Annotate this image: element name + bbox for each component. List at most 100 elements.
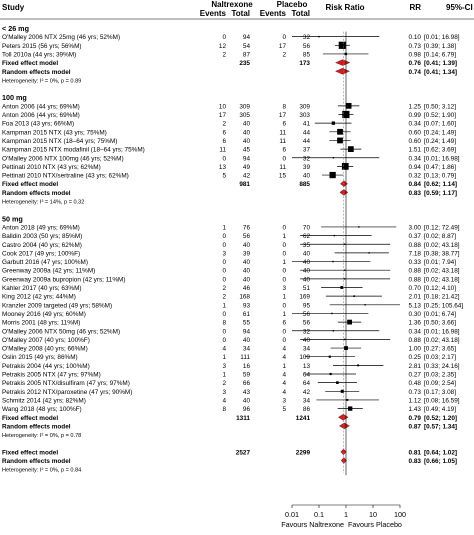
ci-value: [0.02; 43.18] — [424, 337, 460, 344]
study-weight-square — [338, 41, 346, 49]
events-placebo: 1 — [282, 311, 286, 318]
rr-value: 0.83 — [409, 190, 422, 197]
events-placebo: 11 — [279, 129, 286, 136]
events-placebo: 0 — [282, 34, 286, 41]
total-naltrexone: 40 — [243, 138, 251, 145]
rr-value: 0.88 — [409, 337, 422, 344]
events-placebo: 4 — [282, 354, 286, 361]
study-label: Castro 2004 (40 yrs; 62%M) — [2, 242, 82, 249]
rr-value: 7.18 — [409, 250, 422, 257]
study-label: O'Malley 2007 (40 yrs; 100%F) — [2, 337, 90, 344]
rr-value: 2.81 — [409, 363, 422, 370]
events-naltrexone: 2 — [222, 51, 226, 58]
ci-value: [0.03; 2.17] — [424, 354, 456, 361]
events-placebo: 11 — [279, 164, 286, 171]
rr-value: 0.10 — [409, 34, 422, 41]
total-naltrexone: 59 — [243, 372, 251, 379]
summary-diamond — [340, 180, 348, 187]
total-placebo: 95 — [303, 302, 311, 309]
events-naltrexone: 5 — [222, 173, 226, 180]
study-label: Kampman 2015 NTX modafinil (18–64 yrs; 7… — [2, 147, 145, 154]
study-label: Petrakis 2005 NTX/disulfiram (47 yrs; 97… — [2, 380, 130, 387]
ci-value: [0.08; 16.59] — [424, 397, 460, 404]
ci-value: [0.14; 6.79] — [424, 51, 456, 58]
total-naltrexone: 49 — [243, 164, 251, 171]
ci-value: [0.64; 1.02] — [424, 449, 457, 456]
rr-value: 0.25 — [409, 354, 422, 361]
total-placebo: 40 — [303, 337, 311, 344]
study-weight-square — [340, 389, 344, 393]
study-weight-square — [331, 312, 333, 315]
total-naltrexone: 235 — [239, 60, 250, 67]
study-label: O'Malley 2006 NTX 50mg (46 yrs; 52%M) — [2, 328, 120, 335]
events-naltrexone: 3 — [222, 389, 226, 396]
total-naltrexone: 45 — [243, 147, 251, 154]
events-placebo: 8 — [282, 103, 286, 110]
total-placebo: 2299 — [296, 449, 311, 456]
total-naltrexone: 66 — [243, 380, 251, 387]
ci-value: [0.12; 4.10] — [424, 285, 456, 292]
total-naltrexone: 2527 — [236, 449, 251, 456]
total-placebo: 13 — [303, 363, 311, 370]
study-weight-square — [358, 226, 360, 228]
events-naltrexone: 4 — [222, 346, 226, 353]
total-naltrexone: 40 — [243, 268, 251, 275]
study-label: Petrakis 2004 (44 yrs; 100%M) — [2, 363, 90, 370]
total-naltrexone: 305 — [239, 112, 250, 119]
ci-value: [0.02; 43.18] — [424, 276, 460, 283]
study-weight-square — [318, 35, 320, 38]
total-naltrexone: 111 — [240, 354, 250, 361]
total-placebo: 70 — [303, 224, 311, 231]
events-placebo: 1 — [282, 259, 286, 266]
study-weight-square — [337, 128, 343, 135]
header-study: Study — [2, 3, 25, 12]
ci-value: [0.01; 16.98] — [424, 328, 460, 335]
header-events-1: Events — [200, 9, 227, 18]
events-naltrexone: 8 — [222, 406, 226, 413]
events-placebo: 17 — [279, 112, 287, 119]
header-total-1: Total — [231, 9, 250, 18]
study-label: Greenway 2009a bupropion (42 yrs; 11%M) — [2, 276, 126, 283]
x-tick-label: 100 — [394, 510, 406, 519]
rr-value: 1.36 — [409, 320, 422, 327]
events-naltrexone: 1 — [222, 372, 226, 379]
summary-label: Fixed effect model — [2, 415, 58, 422]
rr-value: 0.99 — [409, 112, 422, 119]
events-naltrexone: 2 — [222, 285, 226, 292]
rr-value: 0.37 — [409, 233, 422, 240]
ci-value: [0.39; 1.38] — [424, 43, 456, 50]
events-naltrexone: 0 — [222, 337, 226, 344]
study-weight-square — [357, 364, 360, 367]
total-placebo: 40 — [303, 173, 311, 180]
ci-value: [0.25; 105.64] — [424, 302, 463, 309]
total-placebo: 85 — [303, 51, 311, 58]
study-weight-square — [343, 278, 346, 280]
study-weight-square — [364, 304, 366, 306]
ci-value: [0.49; 4.19] — [424, 406, 456, 413]
study-label: Anton 2018 (49 yrs; 69%M) — [2, 224, 80, 231]
total-naltrexone: 40 — [243, 276, 251, 283]
events-placebo: 0 — [282, 268, 286, 275]
study-label: Pettinati 2010 NTX (43 yrs; 62%M) — [2, 164, 101, 171]
rr-value: 2.01 — [409, 294, 422, 301]
ci-value: [0.62; 1.14] — [424, 181, 457, 188]
total-naltrexone: 93 — [243, 302, 251, 309]
study-weight-square — [343, 338, 346, 341]
total-naltrexone: 94 — [243, 155, 251, 162]
ci-value: [0.52; 1.90] — [424, 112, 456, 119]
rr-value: 0.84 — [409, 181, 422, 188]
study-weight-square — [348, 406, 353, 411]
heterogeneity-text: Heterogeneity: I² = 0%, p = 0.89 — [2, 78, 81, 84]
total-naltrexone: 40 — [243, 259, 251, 266]
events-placebo: 1 — [282, 294, 286, 301]
ci-value: [0.47; 1.86] — [424, 164, 456, 171]
events-placebo: 3 — [282, 285, 286, 292]
total-naltrexone: 39 — [243, 250, 251, 257]
events-naltrexone: 1 — [222, 224, 226, 231]
events-naltrexone: 0 — [222, 276, 226, 283]
rr-value: 0.32 — [409, 173, 422, 180]
study-weight-square — [333, 234, 336, 237]
total-placebo: 40 — [303, 250, 311, 257]
rr-value: 0.88 — [409, 268, 422, 275]
ci-value: [0.50; 3.12] — [424, 103, 456, 110]
